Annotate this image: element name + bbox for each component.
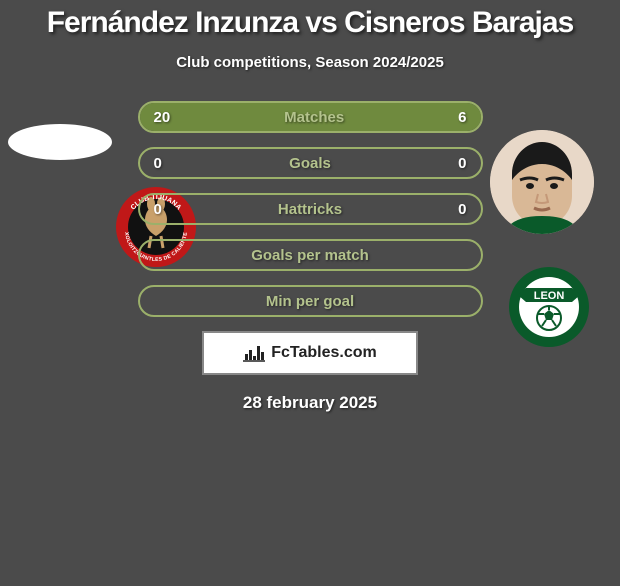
page-subtitle: Club competitions, Season 2024/2025	[0, 54, 620, 71]
subtitle-text: Club competitions, Season 2024/2025	[176, 54, 444, 71]
face-icon	[490, 130, 594, 234]
stat-label: Min per goal	[266, 293, 354, 310]
date-text: 28 february 2025	[243, 393, 377, 412]
stat-row: 0 Hattricks 0	[138, 193, 483, 225]
stat-left-value: 20	[154, 109, 171, 126]
svg-text:LEON: LEON	[534, 290, 565, 302]
date-line: 28 february 2025	[0, 393, 620, 413]
stat-right-value: 0	[458, 155, 466, 172]
stat-fill-left	[140, 103, 481, 131]
player-left-avatar	[8, 124, 112, 160]
bar-chart-icon	[243, 344, 265, 362]
stat-right-value: 0	[458, 201, 466, 218]
stat-label: Hattricks	[278, 201, 342, 218]
page-title: Fernández Inzunza vs Cisneros Barajas	[0, 6, 620, 40]
stat-row: 20Matches6	[138, 101, 483, 133]
stat-label: Goals	[289, 155, 331, 172]
stat-right-value: 6	[458, 109, 466, 126]
branding-box[interactable]: FcTables.com	[202, 331, 418, 375]
stat-left-value: 0	[154, 155, 162, 172]
club-crest-right: LEON	[508, 266, 590, 348]
player-right-avatar	[490, 130, 594, 234]
club-leon-icon: LEON	[508, 266, 590, 348]
title-text: Fernández Inzunza vs Cisneros Barajas	[47, 6, 574, 39]
stat-row: Goals per match	[138, 239, 483, 271]
stat-row: 0 Goals 0	[138, 147, 483, 179]
stat-row: Min per goal	[138, 285, 483, 317]
branding-text: FcTables.com	[271, 344, 377, 362]
stat-label: Goals per match	[251, 247, 369, 264]
stat-left-value: 0	[154, 201, 162, 218]
